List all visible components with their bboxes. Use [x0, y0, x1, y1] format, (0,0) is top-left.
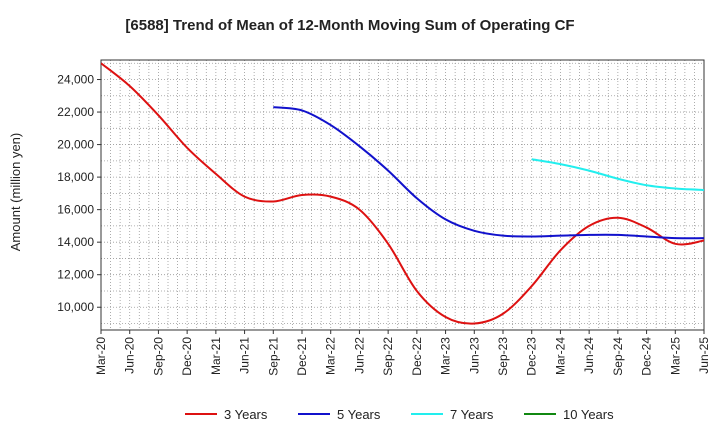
chart-title: [6588] Trend of Mean of 12-Month Moving … [125, 17, 574, 34]
x-tick-label: Dec-20 [180, 337, 194, 376]
legend-item-7-years: 7 Years [411, 407, 494, 422]
x-tick-label: Jun-24 [582, 337, 596, 374]
series-line-7-years [531, 158, 704, 192]
x-tick-label: Mar-25 [668, 337, 682, 375]
y-tick-label: 12,000 [57, 268, 94, 282]
legend-item-10-years: 10 Years [524, 407, 614, 422]
x-tick-label: Mar-20 [94, 337, 108, 375]
x-tick-label: Sep-24 [611, 337, 625, 376]
series-line-3-years [101, 62, 704, 325]
legend-label: 5 Years [337, 407, 381, 422]
x-tick-label: Jun-23 [467, 337, 481, 374]
y-tick-label: 14,000 [57, 235, 94, 249]
x-tick-label: Mar-23 [439, 337, 453, 375]
legend-label: 7 Years [450, 407, 494, 422]
x-tick-label: Sep-22 [381, 337, 395, 376]
legend-item-5-years: 5 Years [298, 407, 381, 422]
y-tick-label: 22,000 [57, 105, 94, 119]
plot-area-border [100, 59, 705, 331]
y-tick-label: 16,000 [57, 203, 94, 217]
x-tick-label: Dec-22 [410, 337, 424, 376]
legend: 3 Years 5 Years 7 Years 10 Years [185, 407, 614, 422]
y-tick-label: 18,000 [57, 170, 94, 184]
series-lines [101, 62, 704, 325]
y-axis-ticks: 10,000 12,000 14,000 16,000 18,000 20,000 22,0… [57, 73, 101, 314]
x-tick-label: Mar-24 [553, 337, 567, 375]
y-tick-label: 24,000 [57, 73, 94, 87]
x-tick-label: Dec-24 [640, 337, 654, 376]
x-tick-label: Jun-21 [238, 337, 252, 374]
x-axis-ticks: Mar-20 Jun-20 Sep-20 Dec-20 Mar-21 Jun-21 Sep-… [94, 330, 711, 376]
legend-label: 10 Years [563, 407, 614, 422]
x-tick-label: Dec-23 [525, 337, 539, 376]
x-tick-label: Jun-20 [123, 337, 137, 374]
x-tick-label: Jun-22 [352, 337, 366, 374]
x-tick-label: Sep-20 [151, 337, 165, 376]
legend-item-3-years: 3 Years [185, 407, 268, 422]
y-tick-label: 10,000 [57, 300, 94, 314]
x-tick-label: Sep-21 [266, 337, 280, 376]
x-tick-label: Jun-25 [697, 337, 711, 374]
legend-label: 3 Years [224, 407, 268, 422]
y-tick-label: 20,000 [57, 138, 94, 152]
gridlines [101, 60, 704, 330]
x-tick-label: Sep-23 [496, 337, 510, 376]
x-tick-label: Mar-21 [209, 337, 223, 375]
series-line-5-years [273, 106, 704, 240]
x-tick-label: Mar-22 [324, 337, 338, 375]
y-axis-label: Amount (million yen) [8, 133, 23, 252]
x-tick-label: Dec-21 [295, 337, 309, 376]
